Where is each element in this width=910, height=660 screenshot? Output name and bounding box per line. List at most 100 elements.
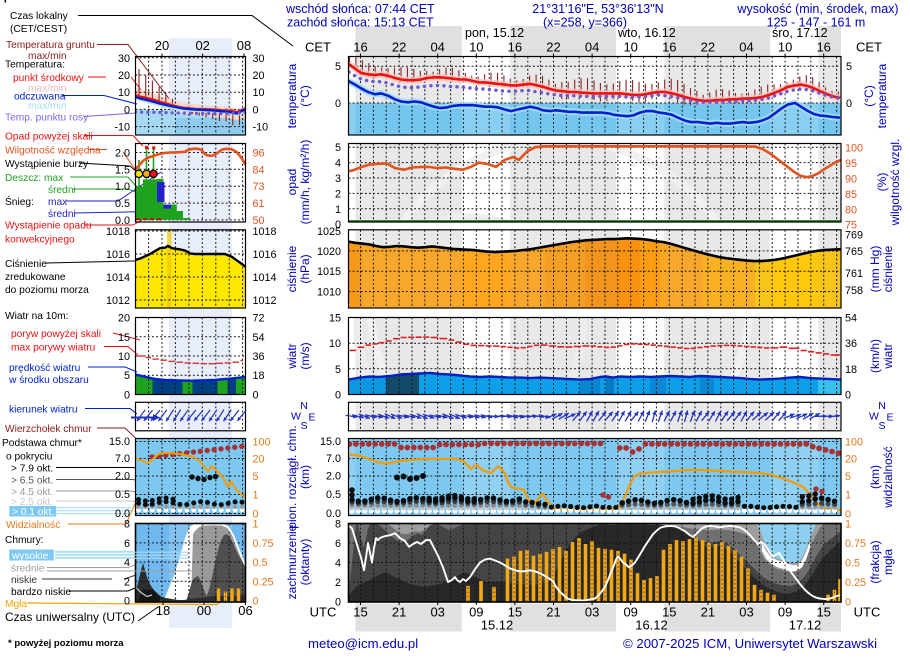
svg-text:10: 10 [118,87,130,99]
svg-text:03: 03 [585,605,599,620]
svg-text:5: 5 [124,370,130,382]
svg-text:wiatr: wiatr [285,343,299,369]
svg-text:(m/s): (m/s) [298,342,312,369]
svg-text:(hPa): (hPa) [298,254,312,283]
svg-text:3: 3 [335,173,341,185]
svg-text:0.0: 0.0 [326,508,341,520]
svg-text:meteo@icm.edu.pl: meteo@icm.edu.pl [308,636,418,651]
svg-text:15.0: 15.0 [109,436,130,448]
svg-text:0.5: 0.5 [115,489,130,501]
svg-text:temperatura: temperatura [875,63,889,128]
svg-text:-10: -10 [253,122,269,134]
svg-text:18: 18 [845,364,857,376]
svg-text:max porywy wiatru: max porywy wiatru [11,343,95,354]
svg-text:10: 10 [778,40,792,55]
svg-text:mgła: mgła [881,549,895,575]
svg-text:1025: 1025 [317,226,341,238]
svg-text:5: 5 [335,364,341,376]
svg-text:10: 10 [253,87,265,99]
svg-text:100: 100 [845,143,863,155]
svg-text:1010: 1010 [317,287,341,299]
svg-text:wiatr: wiatr [881,343,895,369]
svg-text:0: 0 [335,390,341,402]
svg-text:20: 20 [253,454,265,466]
svg-text:(km): (km) [868,465,882,489]
svg-text:zredukowane: zredukowane [5,272,66,283]
svg-text:wto, 16.12: wto, 16.12 [617,26,676,40]
svg-text:02: 02 [195,38,209,53]
svg-text:0.0: 0.0 [115,215,130,227]
svg-text:E: E [308,412,315,424]
svg-text:1014: 1014 [253,272,277,284]
svg-text:50: 50 [253,215,265,227]
svg-text:6: 6 [124,538,130,550]
svg-text:bardzo niskie: bardzo niskie [11,587,71,598]
svg-text:08: 08 [237,38,251,53]
svg-text:niskie: niskie [11,575,37,586]
svg-text:N: N [300,400,308,412]
svg-text:2: 2 [335,577,341,589]
svg-text:100: 100 [845,437,863,449]
svg-text:0.75: 0.75 [253,538,274,550]
svg-text:36: 36 [845,338,857,350]
svg-text:125 - 147 - 161 m: 125 - 147 - 161 m [767,16,866,30]
svg-text:21: 21 [546,605,560,620]
svg-text:18: 18 [253,370,265,382]
svg-text:0: 0 [845,390,851,402]
svg-text:Deszcz: max: Deszcz: max [5,173,63,184]
svg-text:6: 6 [335,538,341,550]
svg-text:95: 95 [845,158,857,170]
svg-text:1012: 1012 [106,295,130,307]
svg-text:54: 54 [253,332,265,344]
svg-text:15.0: 15.0 [320,436,341,448]
svg-text:Temp. punktu rosy: Temp. punktu rosy [5,113,89,124]
svg-text:1015: 1015 [317,266,341,278]
svg-text:* powyżej poziomu morza: * powyżej poziomu morza [8,638,124,649]
svg-text:84: 84 [253,164,265,176]
svg-text:2.0: 2.0 [326,471,341,483]
svg-text:UTC: UTC [310,605,337,620]
svg-text:15: 15 [662,605,676,620]
svg-text:max/min: max/min [28,51,67,62]
svg-text:22: 22 [392,40,406,55]
svg-text:1018: 1018 [253,226,277,238]
svg-text:(km): (km) [298,465,312,489]
svg-text:(mm/h, kg/m²/h): (mm/h, kg/m²/h) [298,140,312,225]
svg-text:5: 5 [846,61,852,73]
svg-text:72: 72 [253,313,265,325]
svg-text:Wiatr na 10m:: Wiatr na 10m: [5,311,68,322]
svg-text:w środku obszaru: w środku obszaru [8,375,89,386]
svg-text:20: 20 [155,38,169,53]
svg-text:0: 0 [335,98,341,110]
svg-text:16: 16 [508,40,522,55]
svg-text:Temperatura gruntu: Temperatura gruntu [6,40,95,51]
svg-text:0: 0 [335,219,341,231]
svg-text:wysokie: wysokie [11,551,49,562]
svg-text:2.0: 2.0 [115,471,130,483]
svg-text:7.0: 7.0 [115,453,130,465]
svg-text:0: 0 [124,104,130,116]
svg-text:1016: 1016 [106,249,130,261]
svg-text:15: 15 [353,605,367,620]
svg-text:73: 73 [253,181,265,193]
svg-text:(°C): (°C) [298,85,312,106]
svg-text:04: 04 [585,40,599,55]
svg-text:Wilgotność względna: Wilgotność względna [5,146,101,157]
svg-text:konwekcyjnego: konwekcyjnego [5,235,75,246]
svg-text:0: 0 [845,509,851,521]
svg-text:17.12: 17.12 [789,618,822,633]
svg-text:Wystąpienie opadu: Wystąpienie opadu [5,221,92,232]
svg-text:2: 2 [124,576,130,588]
svg-text:S: S [300,420,307,432]
svg-text:Czas uniwersalny (UTC): Czas uniwersalny (UTC) [5,610,135,624]
svg-text:15: 15 [816,605,830,620]
svg-text:max/min: max/min [28,84,67,95]
svg-text:0: 0 [335,597,341,609]
svg-text:1012: 1012 [253,295,277,307]
svg-text:1: 1 [253,490,259,502]
svg-text:85: 85 [845,189,857,201]
svg-text:1: 1 [845,490,851,502]
svg-text:16.12: 16.12 [635,618,668,633]
svg-text:0.0: 0.0 [115,508,130,520]
svg-text:> 7.9 okt.: > 7.9 okt. [11,464,53,475]
